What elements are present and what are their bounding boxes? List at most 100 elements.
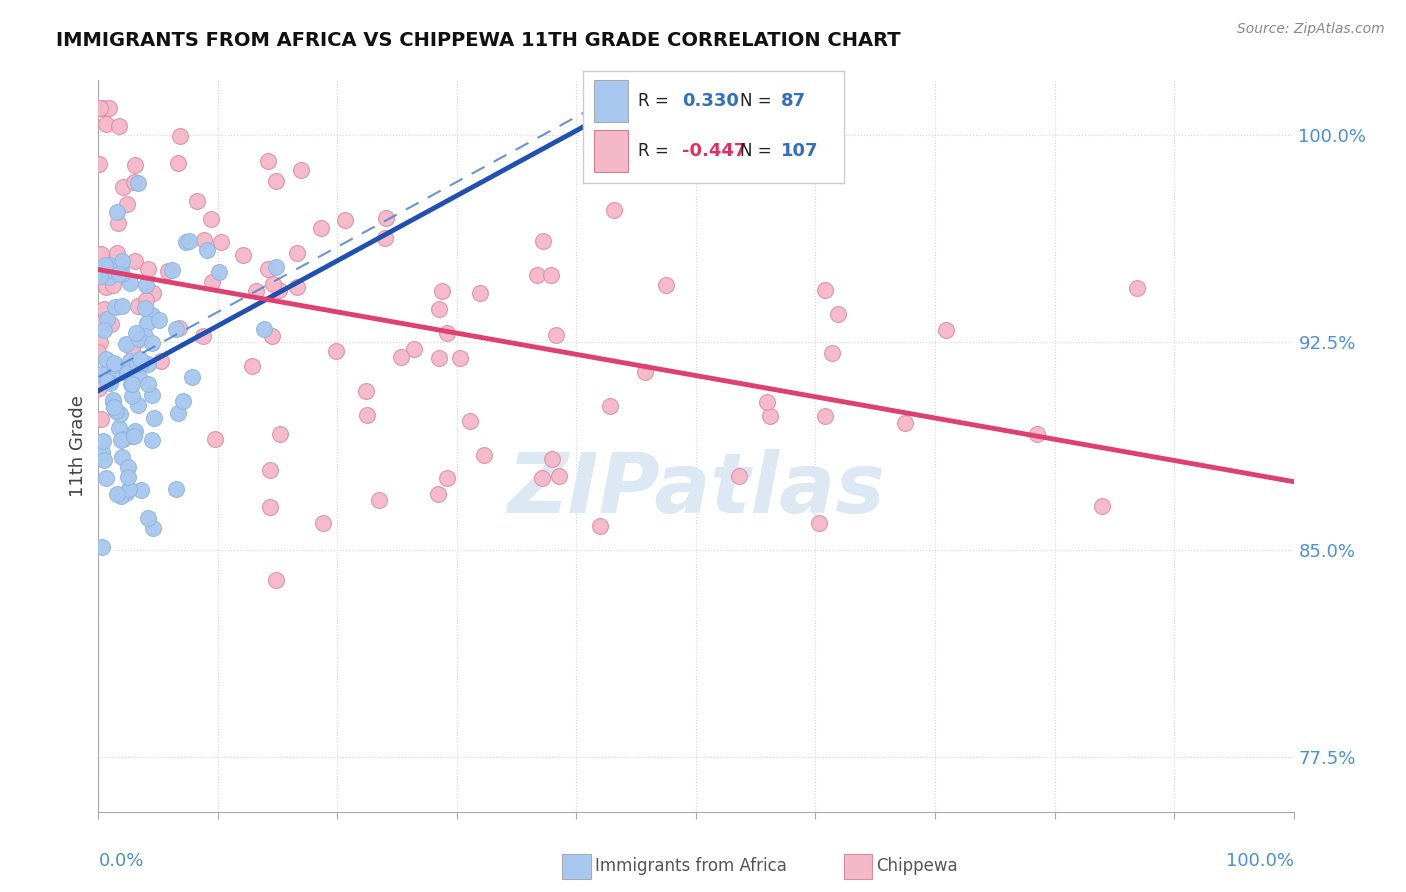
Point	[112, 179, 135, 194]
Point	[1126, 280, 1149, 294]
Point	[93, 323, 115, 337]
Point	[91, 316, 114, 330]
Point	[240, 359, 263, 374]
Point	[122, 175, 145, 189]
Point	[472, 448, 495, 462]
Point	[531, 234, 554, 248]
Point	[209, 235, 232, 249]
Point	[436, 326, 458, 340]
Point	[602, 202, 624, 217]
Point	[259, 500, 281, 515]
Point	[120, 377, 142, 392]
Point	[141, 308, 163, 322]
Point	[96, 352, 118, 367]
Point	[149, 354, 172, 368]
Point	[94, 270, 117, 285]
Point	[94, 258, 117, 272]
Point	[174, 235, 197, 249]
Point	[124, 158, 146, 172]
Point	[129, 483, 152, 498]
Text: Source: ZipAtlas.com: Source: ZipAtlas.com	[1237, 22, 1385, 37]
Point	[208, 265, 231, 279]
Point	[135, 317, 157, 331]
Text: Chippewa: Chippewa	[876, 857, 957, 875]
Point	[530, 470, 553, 484]
Point	[172, 394, 194, 409]
Point	[105, 487, 128, 501]
Point	[758, 409, 780, 423]
Point	[101, 395, 124, 409]
Point	[285, 280, 308, 294]
Point	[468, 286, 491, 301]
Point	[654, 277, 676, 292]
Point	[128, 332, 150, 346]
Point	[436, 471, 458, 485]
Point	[165, 483, 187, 497]
Point	[290, 162, 312, 177]
Point	[148, 313, 170, 327]
Point	[103, 400, 125, 414]
Point	[108, 119, 131, 133]
Point	[98, 101, 121, 115]
Point	[143, 411, 166, 425]
Point	[89, 335, 111, 350]
Point	[91, 444, 114, 458]
Point	[426, 487, 449, 501]
Point	[90, 411, 112, 425]
Point	[111, 450, 134, 464]
Point	[200, 211, 222, 226]
Point	[93, 453, 115, 467]
Point	[193, 233, 215, 247]
Point	[111, 267, 134, 281]
Point	[333, 213, 356, 227]
Point	[427, 351, 450, 365]
Point	[827, 307, 849, 321]
Point	[121, 388, 143, 402]
Point	[141, 388, 163, 402]
Point	[264, 573, 287, 587]
Point	[160, 263, 183, 277]
Point	[821, 345, 844, 359]
Point	[755, 395, 778, 409]
Point	[103, 359, 125, 373]
Point	[91, 540, 114, 554]
Point	[262, 277, 284, 291]
Bar	[593, 130, 627, 171]
Text: R =: R =	[638, 142, 673, 160]
Point	[104, 404, 127, 418]
Point	[127, 398, 149, 412]
Point	[100, 317, 122, 331]
Point	[141, 433, 163, 447]
Point	[134, 329, 156, 343]
Point	[100, 376, 122, 390]
Point	[128, 370, 150, 384]
Text: ZIPatlas: ZIPatlas	[508, 450, 884, 531]
Point	[98, 263, 121, 277]
Bar	[593, 80, 627, 121]
Text: 87: 87	[782, 92, 806, 110]
Point	[814, 409, 837, 423]
Text: 0.330: 0.330	[682, 92, 740, 110]
Point	[110, 489, 132, 503]
Point	[142, 520, 165, 534]
Point	[599, 399, 621, 413]
Point	[115, 197, 138, 211]
Point	[141, 335, 163, 350]
Text: Immigrants from Africa: Immigrants from Africa	[595, 857, 786, 875]
Point	[156, 264, 179, 278]
Point	[115, 337, 138, 351]
Point	[135, 293, 157, 307]
Point	[181, 370, 204, 384]
Point	[540, 268, 562, 283]
Point	[285, 246, 308, 260]
Point	[269, 283, 291, 297]
Point	[728, 469, 751, 483]
Point	[105, 365, 128, 379]
Text: -0.447: -0.447	[682, 142, 747, 160]
Point	[633, 366, 655, 380]
Point	[814, 283, 837, 297]
Point	[103, 356, 125, 370]
Point	[111, 254, 134, 268]
Point	[89, 269, 111, 284]
Point	[108, 268, 131, 282]
